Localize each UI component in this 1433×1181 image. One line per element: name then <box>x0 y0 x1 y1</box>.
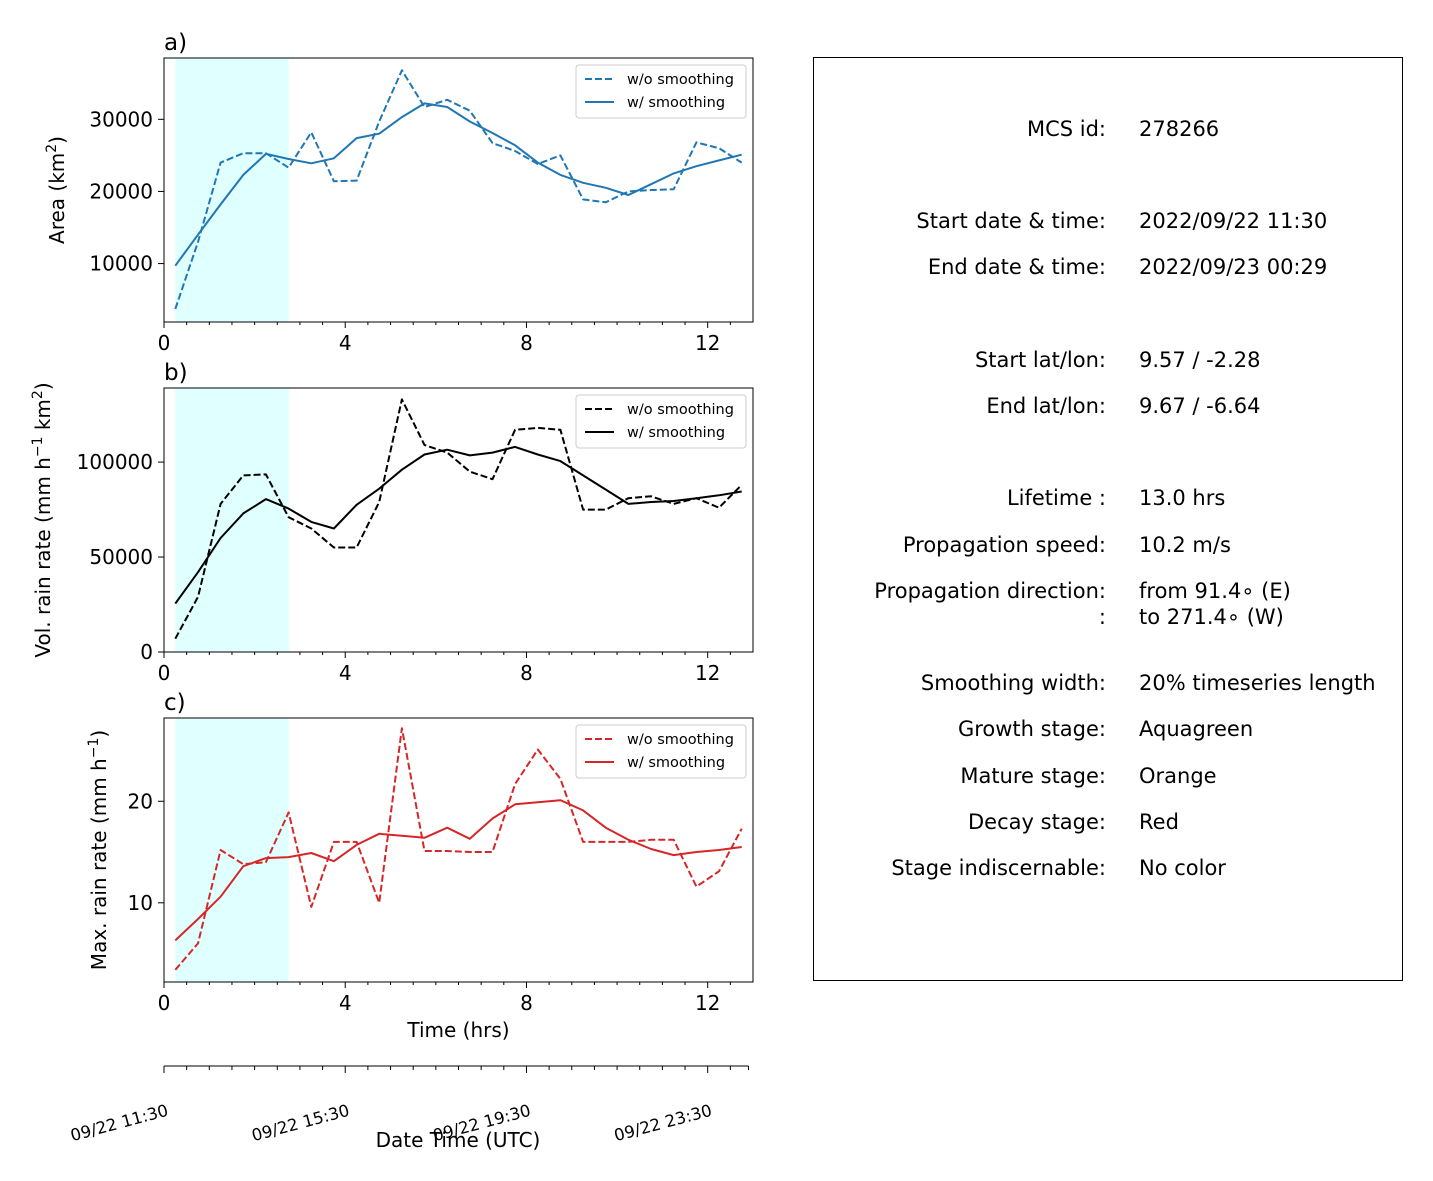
panel-label: b) <box>164 360 188 386</box>
info-value: 2022/09/22 11:30 <box>1139 209 1328 233</box>
y-axis-label-text: Vol. rain rate (mm h <box>31 457 55 658</box>
datetime-axis: 09/22 11:30 09/22 15:30 09/22 19:30 09/22 2… <box>68 1065 749 1152</box>
legend-label: w/o smoothing <box>627 732 734 748</box>
info-value: 20% timeseries length <box>1139 671 1376 695</box>
info-value: 278266 <box>1139 117 1220 141</box>
x-tick-label: 8 <box>520 331 533 355</box>
series-line-smoothed <box>174 102 742 267</box>
info-label: End lat/lon: <box>986 394 1106 418</box>
x-tick-label: 12 <box>695 661 720 685</box>
info-label: Propagation direction: <box>874 579 1106 603</box>
info-label: End date & time: <box>927 255 1106 279</box>
datetime-tick-label: 09/22 15:30 <box>250 1101 352 1145</box>
legend: w/o smoothing w/ smoothing <box>575 394 747 449</box>
y-tick-label: 10000 <box>89 252 153 276</box>
y-axis-label-superscript: −1 <box>86 738 102 759</box>
datetime-axis-label: Date Time (UTC) <box>376 1128 541 1152</box>
y-axis-label: Vol. rain rate (mm h−1 km2) <box>30 382 55 657</box>
series-line-smoothed <box>174 799 742 942</box>
legend-label: w/o smoothing <box>627 402 734 418</box>
y-axis-label-text: km <box>31 399 55 436</box>
info-label: Mature stage: <box>960 764 1106 788</box>
x-tick-label: 0 <box>158 661 171 685</box>
y-tick-label: 20 <box>128 789 153 813</box>
legend-frame <box>575 394 747 449</box>
info-value: 10.2 m/s <box>1139 533 1231 557</box>
series-line-smoothed <box>174 445 742 605</box>
datetime-tick-label: 09/22 11:30 <box>68 1101 170 1145</box>
series-line-raw <box>174 398 743 640</box>
panel-c: 0 4 8 12 10 20 c) Max. rain rate (mm h−1) Time (… <box>86 690 754 1042</box>
info-value: Orange <box>1139 764 1217 788</box>
legend-frame <box>575 724 747 779</box>
info-label: Propagation speed: <box>902 533 1106 557</box>
info-value: from 91.4∘ (E) <box>1139 579 1291 603</box>
y-axis-label: Max. rain rate (mm h−1) <box>86 730 111 970</box>
panel-label: c) <box>164 690 186 716</box>
legend-label: w/ smoothing <box>627 755 725 771</box>
info-label: Lifetime : <box>1006 486 1106 510</box>
growth-stage-shading <box>175 388 289 652</box>
y-axis-label-text: Area (km <box>45 153 69 244</box>
x-tick-label: 0 <box>158 991 171 1015</box>
info-value: 9.67 / -6.64 <box>1139 394 1261 418</box>
info-value: to 271.4∘ (W) <box>1139 605 1284 629</box>
datetime-tick-label: 09/22 23:30 <box>612 1101 714 1145</box>
legend-label: w/ smoothing <box>627 425 725 441</box>
y-axis-label-text: ) <box>31 382 55 390</box>
info-value: 13.0 hrs <box>1139 486 1226 510</box>
y-axis-label-text: Max. rain rate (mm h <box>87 758 111 970</box>
y-axis-label-superscript: −1 <box>30 437 46 458</box>
info-label: Smoothing width: <box>920 671 1106 695</box>
y-tick-label: 20000 <box>89 179 153 203</box>
x-tick-label: 8 <box>520 991 533 1015</box>
info-label: Stage indiscernable: <box>891 856 1106 880</box>
x-tick-label: 0 <box>158 331 171 355</box>
y-tick-label: 30000 <box>89 107 153 131</box>
info-value: Aquagreen <box>1139 717 1254 741</box>
info-label: MCS id: <box>1026 117 1106 141</box>
legend-frame <box>575 64 747 119</box>
x-tick-label: 12 <box>695 331 720 355</box>
growth-stage-shading <box>175 718 289 982</box>
y-tick-label: 100000 <box>77 450 153 474</box>
x-tick-label: 4 <box>339 991 352 1015</box>
info-label: Decay stage: <box>968 810 1106 834</box>
legend: w/o smoothing w/ smoothing <box>575 724 747 779</box>
y-axis-label-superscript: 2 <box>44 144 60 153</box>
legend-label: w/ smoothing <box>627 95 725 111</box>
info-value: Red <box>1139 810 1179 834</box>
x-tick-label: 4 <box>339 661 352 685</box>
y-tick-label: 50000 <box>89 545 153 569</box>
panel-b: 0 4 8 12 0 50000 100000 b) Vol. rain rate (mm h−… <box>30 360 754 685</box>
info-label: Start lat/lon: <box>974 348 1106 372</box>
series-line-raw <box>174 727 743 971</box>
y-axis-label: Area (km2) <box>44 136 69 244</box>
legend-label: w/o smoothing <box>627 72 734 88</box>
panel-a: 0 4 8 12 10000 20000 30000 a) Area (km2) w/o smoo… <box>44 30 754 355</box>
y-axis-label-text: ) <box>87 730 111 738</box>
y-tick-label: 10 <box>128 891 153 915</box>
info-label: Start date & time: <box>916 209 1106 233</box>
panel-label: a) <box>164 30 187 56</box>
legend: w/o smoothing w/ smoothing <box>575 64 747 119</box>
info-label: Growth stage: <box>957 717 1106 741</box>
x-tick-label: 12 <box>695 991 720 1015</box>
y-axis-label-text: ) <box>45 136 69 144</box>
y-axis-label-superscript: 2 <box>30 390 46 399</box>
info-box: MCS id: 278266 Start date & time: 2022/09/2… <box>813 57 1403 981</box>
y-tick-label: 0 <box>140 640 153 664</box>
x-tick-label: 8 <box>520 661 533 685</box>
x-axis-label: Time (hrs) <box>406 1018 509 1042</box>
info-value: 9.57 / -2.28 <box>1139 348 1261 372</box>
info-value: 2022/09/23 00:29 <box>1139 255 1328 279</box>
x-tick-label: 4 <box>339 331 352 355</box>
info-label: : <box>1098 605 1106 629</box>
info-value: No color <box>1139 856 1226 880</box>
